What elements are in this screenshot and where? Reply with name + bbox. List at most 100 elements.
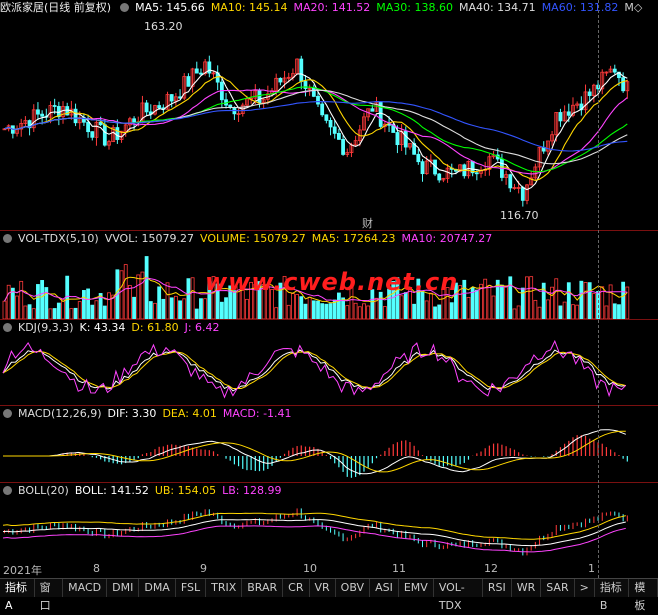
- volume-bar: [303, 303, 308, 319]
- macd-chart[interactable]: [0, 422, 658, 482]
- volume-bar: [61, 298, 65, 319]
- tab-cr[interactable]: CR: [283, 579, 310, 597]
- volume-bar: [19, 280, 24, 319]
- tab-dma[interactable]: DMA: [139, 579, 176, 597]
- candle-body: [520, 187, 525, 201]
- candle-body: [211, 72, 216, 75]
- volume-bar: [111, 294, 116, 319]
- volume-bar: [617, 304, 621, 319]
- candlestick-chart[interactable]: [0, 16, 658, 230]
- tab-wr[interactable]: WR: [512, 579, 542, 597]
- price-panel[interactable]: 欧派家居(日线 前复权) MA5: 145.66 MA10: 145.14 MA20:…: [0, 0, 658, 230]
- volume-bar: [362, 303, 366, 319]
- volume-bar: [215, 283, 220, 319]
- tab-vol-tdx[interactable]: VOL-TDX: [434, 579, 483, 612]
- volume-bar: [387, 288, 391, 319]
- volume-bar: [44, 287, 49, 319]
- candle-body: [525, 184, 529, 201]
- volume-bar: [458, 285, 463, 319]
- volume-ma10-line: [4, 277, 628, 302]
- candle-body: [111, 127, 116, 143]
- volume-bar: [65, 275, 70, 319]
- tab-indicator-a[interactable]: 指标A: [0, 579, 35, 612]
- vol-ma10-value: MA10: 20747.27: [401, 232, 493, 245]
- tab-dmi[interactable]: DMI: [107, 579, 140, 597]
- volume-bar: [621, 281, 626, 319]
- volume-bar: [470, 286, 475, 319]
- candle-body: [387, 123, 391, 126]
- tab-brar[interactable]: BRAR: [242, 579, 284, 597]
- boll-chart[interactable]: [0, 499, 658, 562]
- tab-obv[interactable]: OBV: [336, 579, 371, 597]
- candle-body: [98, 121, 103, 126]
- tab-window[interactable]: 窗口: [35, 579, 64, 612]
- more-indicator[interactable]: M◇: [624, 1, 643, 14]
- volume-bar: [311, 300, 316, 319]
- macd-dif-value: DIF: 3.30: [107, 407, 157, 420]
- event-marker[interactable]: 财: [362, 217, 373, 230]
- volume-bar: [550, 286, 554, 319]
- candle-body: [316, 95, 320, 105]
- settings-icon[interactable]: [120, 3, 130, 12]
- macd-panel[interactable]: MACD(12,26,9) DIF: 3.30 DEA: 4.01 MACD: -1.…: [0, 406, 658, 482]
- boll-title: BOLL(20): [18, 484, 69, 497]
- macd-dif-line: [3, 429, 626, 475]
- tab-asi[interactable]: ASI: [370, 579, 399, 597]
- volume-value: VOLUME: 15079.27: [200, 232, 306, 245]
- tab-trix[interactable]: TRIX: [206, 579, 243, 597]
- tab-vr[interactable]: VR: [310, 579, 336, 597]
- kdj-d-value: D: 61.80: [131, 321, 179, 334]
- candle-body: [562, 111, 567, 122]
- tab-macd[interactable]: MACD: [63, 579, 108, 597]
- volume-bar: [449, 302, 454, 319]
- volume-bar: [132, 296, 136, 319]
- tab-indicator-b[interactable]: 指标B: [595, 579, 630, 612]
- tab-emv[interactable]: EMV: [399, 579, 434, 597]
- volume-bar: [10, 287, 15, 319]
- volume-bar: [332, 299, 337, 319]
- kdj-panel[interactable]: KDJ(9,3,3) K: 43.34 D: 61.80 J: 6.42: [0, 320, 658, 405]
- volume-bar: [144, 256, 149, 319]
- volume-bar: [399, 295, 404, 319]
- candle-body: [336, 132, 341, 140]
- kdj-chart[interactable]: [0, 336, 658, 405]
- volume-bar: [341, 297, 345, 319]
- candle-body: [19, 123, 24, 130]
- volume-bar: [270, 289, 274, 319]
- volume-bar: [579, 280, 584, 319]
- volume-bar: [604, 305, 609, 319]
- candle-body: [508, 174, 513, 189]
- volume-bar: [571, 304, 575, 319]
- candle-body: [27, 120, 32, 129]
- boll-panel[interactable]: BOLL(20) BOLL: 141.52 UB: 154.05 LB: 128.99: [0, 483, 658, 562]
- candle-body: [587, 91, 592, 96]
- volume-bar: [291, 293, 295, 319]
- tab-sar[interactable]: SAR: [541, 579, 575, 597]
- date-label-9: 9: [200, 562, 207, 575]
- candle-body: [591, 84, 596, 96]
- volume-chart[interactable]: [0, 247, 658, 319]
- volume-bar: [566, 282, 571, 319]
- volume-bar: [466, 296, 471, 319]
- volume-bar: [178, 300, 182, 319]
- volume-bar: [474, 289, 479, 319]
- volume-bar: [94, 300, 99, 319]
- settings-icon[interactable]: [3, 234, 12, 243]
- candle-body: [408, 143, 412, 148]
- tab-rsi[interactable]: RSI: [483, 579, 512, 597]
- volume-bar: [148, 301, 153, 319]
- volume-bar: [353, 302, 358, 319]
- candle-body: [182, 76, 187, 99]
- tab-scroll-right[interactable]: >: [575, 579, 595, 597]
- tab-template[interactable]: 模板: [629, 579, 658, 612]
- volume-panel[interactable]: VOL-TDX(5,10) VVOL: 15079.27 VOLUME: 15079…: [0, 231, 658, 319]
- macd-dea-line: [3, 430, 626, 473]
- volume-bar: [119, 270, 124, 319]
- settings-icon[interactable]: [3, 323, 12, 332]
- settings-icon[interactable]: [3, 409, 12, 418]
- ma60-value: MA60: 131.82: [541, 1, 619, 14]
- settings-icon[interactable]: [3, 486, 12, 495]
- volume-bar: [153, 302, 157, 319]
- tab-fsl[interactable]: FSL: [176, 579, 207, 597]
- volume-bar: [433, 306, 437, 319]
